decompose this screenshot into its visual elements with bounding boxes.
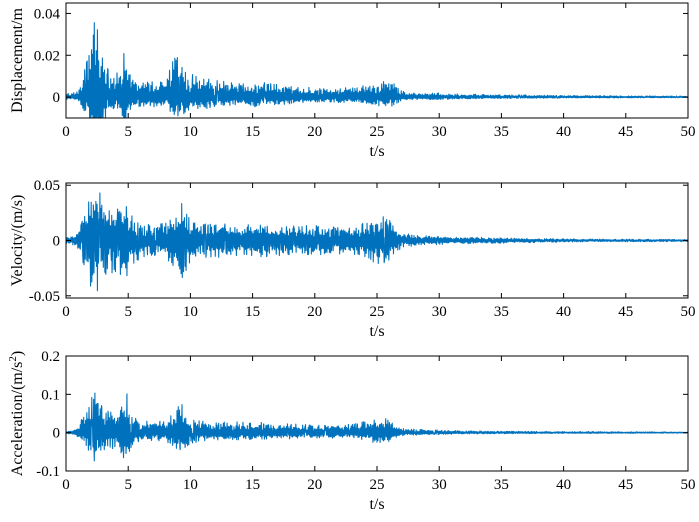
y-tick-label: 0 (53, 90, 61, 106)
x-tick-label: 25 (370, 124, 385, 140)
x-tick-label: 5 (124, 124, 132, 140)
y-tick-label: -0.1 (36, 464, 60, 480)
x-tick-label: 35 (494, 304, 509, 320)
x-tick-label: 0 (62, 124, 70, 140)
x-tick-label: 50 (681, 304, 696, 320)
y-axis-label: Velocity/(m/s) (9, 195, 26, 287)
y-tick-label: 0.05 (34, 178, 60, 194)
y-tick-label: -0.05 (29, 289, 60, 305)
x-axis-label: t/s (369, 143, 384, 160)
x-tick-label: 35 (494, 124, 509, 140)
x-tick-label: 40 (556, 124, 571, 140)
x-tick-label: 20 (307, 304, 322, 320)
x-tick-label: 15 (245, 477, 260, 493)
x-tick-label: 30 (432, 304, 447, 320)
x-tick-label: 30 (432, 124, 447, 140)
axes-frame (65, 355, 689, 472)
x-tick-label: 0 (62, 477, 70, 493)
y-tick-label: 0.04 (34, 6, 61, 22)
x-tick-label: 5 (124, 304, 132, 320)
x-tick-label: 5 (124, 477, 132, 493)
x-tick-label: 15 (245, 124, 260, 140)
series-line (66, 392, 688, 462)
x-axis-label: t/s (369, 323, 384, 340)
x-tick-label: 35 (494, 477, 509, 493)
series-line (66, 192, 688, 292)
x-tick-label: 45 (618, 304, 633, 320)
x-tick-label: 30 (432, 477, 447, 493)
x-tick-label: 45 (618, 124, 633, 140)
x-axis-label: t/s (369, 496, 384, 513)
chart-panel-1: 0 5 10 15 20 25 30 35 40 45 50 0 0.02 0.04 t/s Displace… (9, 2, 696, 160)
y-tick-label: 0 (53, 426, 61, 442)
chart-panel-3: 0 5 10 15 20 25 30 35 40 45 50-0.100.10.2t/sAccele… (7, 349, 696, 513)
x-tick-label: 50 (681, 477, 696, 493)
x-tick-label: 0 (62, 304, 70, 320)
y-tick-label: 0 (53, 234, 61, 250)
x-tick-label: 20 (307, 124, 322, 140)
y-tick-label: 0.1 (41, 387, 60, 403)
chart-panel-2: 0 5 10 15 20 25 30 35 40 45 50-0.0500.05t/sVelocit… (9, 178, 696, 340)
x-tick-label: 40 (556, 304, 571, 320)
x-tick-label: 25 (370, 477, 385, 493)
x-tick-label: 50 (681, 124, 696, 140)
x-tick-label: 45 (618, 477, 633, 493)
x-tick-label: 10 (183, 304, 198, 320)
y-tick-label: 0.02 (34, 48, 60, 64)
y-tick-label: 0.2 (41, 349, 60, 365)
x-tick-label: 10 (183, 124, 198, 140)
x-tick-label: 20 (307, 477, 322, 493)
x-tick-label: 40 (556, 477, 571, 493)
x-tick-label: 15 (245, 304, 260, 320)
series-line (66, 22, 688, 118)
x-tick-label: 10 (183, 477, 198, 493)
y-axis-label: Acceleration/(m/s2) (7, 351, 26, 476)
x-tick-label: 25 (370, 304, 385, 320)
y-axis-label: Displacement/m (9, 8, 26, 113)
